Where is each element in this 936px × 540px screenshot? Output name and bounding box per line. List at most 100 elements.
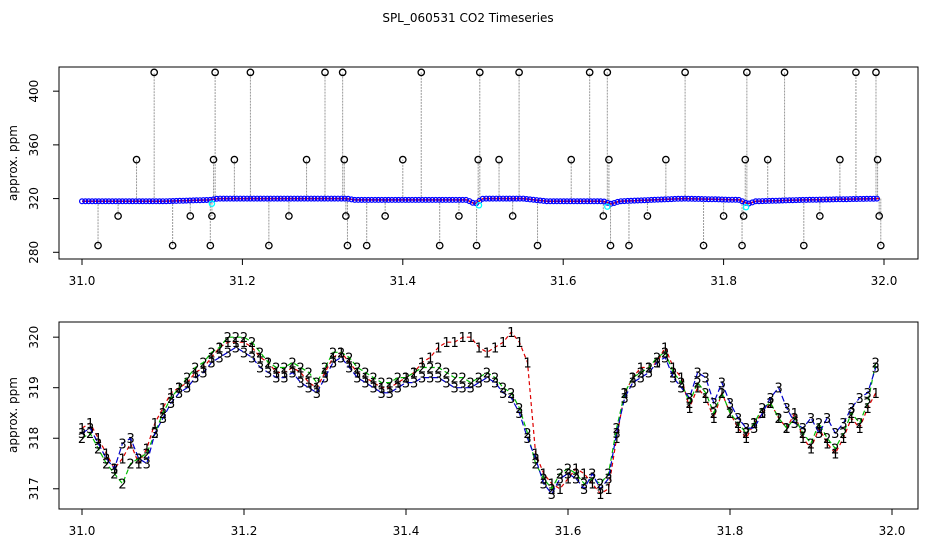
data-point bbox=[436, 196, 443, 203]
series-marker-1: 1 bbox=[475, 341, 483, 356]
data-point bbox=[385, 196, 392, 203]
x-tick-label: 31.8 bbox=[710, 274, 737, 288]
series-marker-3: 3 bbox=[645, 367, 653, 382]
data-point bbox=[328, 195, 335, 202]
series-marker-3: 3 bbox=[734, 412, 742, 427]
data-point bbox=[489, 195, 496, 202]
series-marker-1: 1 bbox=[758, 407, 766, 422]
series-marker-1: 1 bbox=[256, 351, 264, 366]
series-marker-2: 2 bbox=[661, 346, 669, 361]
series-marker-3: 3 bbox=[629, 377, 637, 392]
series-marker-1: 1 bbox=[604, 483, 612, 498]
data-point bbox=[833, 196, 840, 203]
data-point bbox=[85, 198, 92, 205]
series-marker-2: 2 bbox=[345, 351, 353, 366]
x-tick-label: 31.8 bbox=[717, 524, 744, 538]
series-marker-3: 3 bbox=[467, 382, 475, 397]
series-marker-3: 3 bbox=[612, 427, 620, 442]
series-marker-1: 1 bbox=[305, 377, 313, 392]
series-marker-3: 3 bbox=[677, 382, 685, 397]
data-point bbox=[271, 195, 278, 202]
series-marker-3: 3 bbox=[151, 427, 159, 442]
y-axis-bottom: 317 318 319 320 bbox=[27, 326, 59, 500]
series-marker-2: 2 bbox=[677, 377, 685, 392]
data-point bbox=[516, 195, 523, 202]
series-marker-3: 3 bbox=[702, 372, 710, 387]
series-marker-1: 1 bbox=[272, 367, 280, 382]
data-point bbox=[254, 195, 261, 202]
data-point bbox=[180, 197, 187, 204]
series-marker-2: 2 bbox=[726, 407, 734, 422]
spike-marker bbox=[475, 68, 484, 77]
data-point bbox=[560, 198, 567, 205]
data-point bbox=[863, 195, 870, 202]
x-tick-label: 31.4 bbox=[393, 524, 420, 538]
series-marker-2: 2 bbox=[629, 372, 637, 387]
series-marker-1: 1 bbox=[556, 483, 564, 498]
series-marker-2: 2 bbox=[758, 402, 766, 417]
data-point bbox=[392, 196, 399, 203]
spike-marker bbox=[567, 155, 576, 164]
data-point bbox=[715, 196, 722, 203]
series-marker-3: 3 bbox=[110, 463, 118, 478]
data-point bbox=[486, 195, 493, 202]
data-point bbox=[668, 196, 675, 203]
series-line-2 bbox=[81, 336, 877, 490]
series-marker-2: 2 bbox=[507, 387, 515, 402]
data-point bbox=[584, 198, 591, 205]
series-marker-1: 1 bbox=[175, 382, 183, 397]
spike-marker bbox=[417, 68, 426, 77]
series-marker-3: 3 bbox=[86, 422, 94, 437]
series-marker-1: 1 bbox=[426, 351, 434, 366]
series-marker-2: 2 bbox=[750, 417, 758, 432]
spike-marker bbox=[799, 241, 808, 250]
data-point bbox=[698, 196, 705, 203]
series-marker-2: 2 bbox=[175, 382, 183, 397]
data-point bbox=[510, 195, 517, 202]
spike-marker bbox=[873, 155, 882, 164]
series-marker-1: 1 bbox=[815, 422, 823, 437]
series-marker-2: 2 bbox=[313, 377, 321, 392]
data-point bbox=[567, 198, 574, 205]
series-marker-2: 2 bbox=[248, 336, 256, 351]
alt-point bbox=[604, 203, 611, 210]
data-point bbox=[190, 197, 197, 204]
data-point bbox=[338, 195, 345, 202]
data-point bbox=[95, 198, 102, 205]
series-marker-3: 3 bbox=[499, 387, 507, 402]
data-point bbox=[594, 198, 601, 205]
series-marker-2: 2 bbox=[807, 437, 815, 452]
data-point bbox=[331, 195, 338, 202]
data-point bbox=[469, 199, 476, 206]
series-marker-2: 2 bbox=[718, 387, 726, 402]
series-marker-2: 2 bbox=[864, 397, 872, 412]
data-point bbox=[230, 195, 237, 202]
data-point bbox=[762, 198, 769, 205]
spike-marker bbox=[265, 241, 273, 250]
data-point bbox=[537, 197, 544, 204]
spike-marker bbox=[230, 155, 239, 164]
series-marker-3: 3 bbox=[102, 453, 110, 468]
series-marker-2: 2 bbox=[564, 463, 572, 478]
series-marker-2: 2 bbox=[791, 412, 799, 427]
data-point bbox=[297, 195, 304, 202]
series-marker-3: 3 bbox=[321, 372, 329, 387]
series-marker-2: 2 bbox=[572, 468, 580, 483]
series-marker-2: 2 bbox=[297, 362, 305, 377]
data-point bbox=[624, 197, 631, 204]
series-marker-2: 2 bbox=[369, 372, 377, 387]
series-marker-3: 3 bbox=[815, 427, 823, 442]
series-marker-3: 3 bbox=[710, 397, 718, 412]
data-point bbox=[311, 195, 318, 202]
series-marker-1: 1 bbox=[297, 367, 305, 382]
data-point bbox=[324, 195, 331, 202]
x-tick-label: 31.6 bbox=[550, 274, 577, 288]
series-marker-2: 2 bbox=[361, 367, 369, 382]
spike-marker bbox=[508, 212, 517, 220]
series-marker-2: 2 bbox=[653, 351, 661, 366]
spike-marker bbox=[662, 155, 670, 164]
series-marker-1: 1 bbox=[564, 473, 572, 488]
series-marker-2: 2 bbox=[783, 422, 791, 437]
spike-marker bbox=[285, 212, 293, 220]
data-point bbox=[287, 195, 294, 202]
